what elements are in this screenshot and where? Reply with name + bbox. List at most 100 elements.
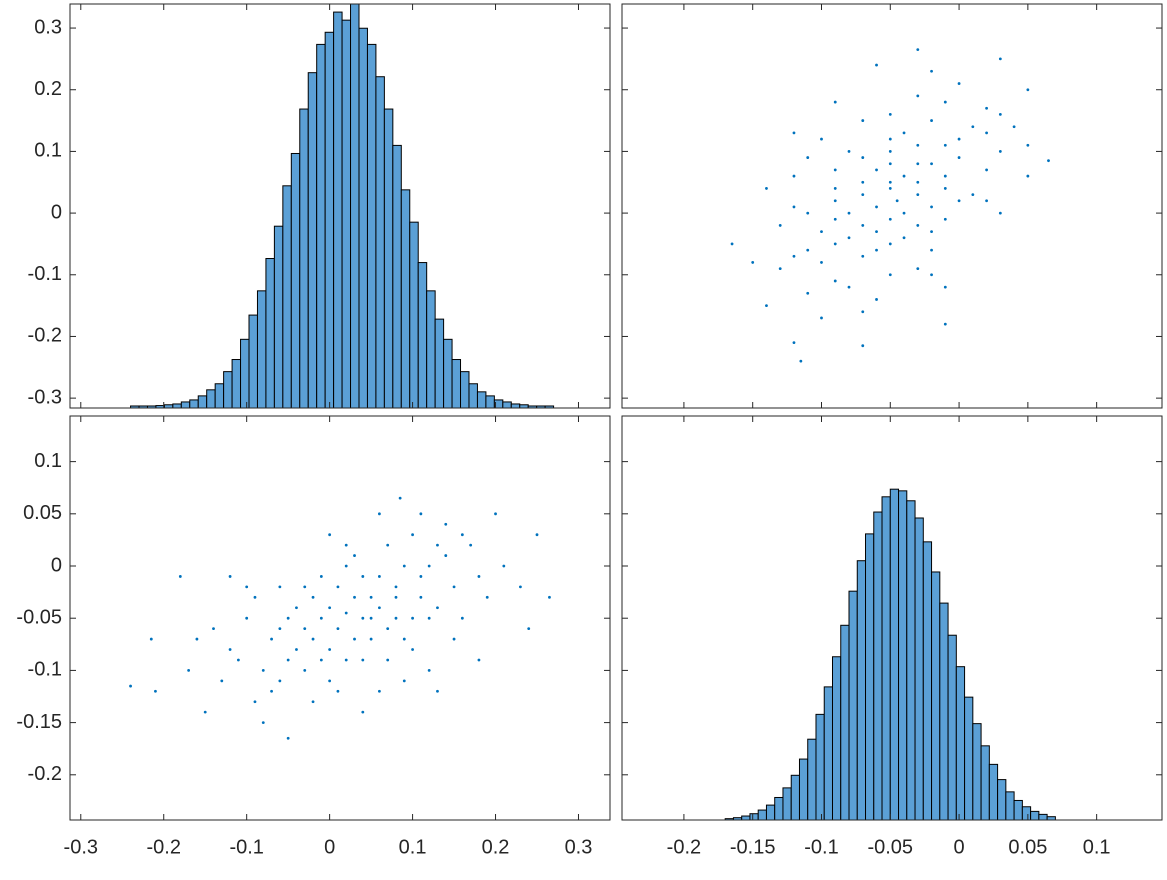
scatter-point (875, 248, 878, 252)
scatter-point (930, 69, 933, 73)
histogram-bar (172, 403, 182, 409)
scatter-point (436, 689, 439, 693)
scatter-point (861, 254, 865, 258)
histogram-bar (392, 144, 402, 409)
x-tick-label: -0.15 (730, 836, 776, 858)
scatter-point (902, 174, 906, 178)
scatter-point (369, 616, 373, 620)
histogram-bar (409, 221, 419, 409)
scatter-point (916, 267, 920, 271)
scatter-point (806, 291, 810, 295)
y-tick-label: -0.05 (16, 606, 62, 628)
scatter-point (971, 193, 975, 196)
histogram-bar (873, 511, 883, 821)
scatter-point (820, 316, 823, 320)
scatter-point (998, 211, 1002, 215)
scatter-point (916, 193, 920, 196)
scatter-point (902, 131, 906, 135)
x-tick-label: 0.1 (399, 836, 427, 858)
scatter-point (888, 150, 892, 153)
histogram-bar (988, 763, 999, 821)
histogram-bar (931, 571, 941, 821)
scatter-point (792, 254, 796, 258)
histogram-bar (815, 713, 825, 821)
histogram-bar (375, 76, 385, 409)
y-tick-label: -0.15 (16, 711, 62, 733)
scatter-point (943, 174, 947, 178)
y-tick-label: 0.2 (34, 78, 62, 100)
scatter-point (477, 575, 481, 578)
scatter-point (154, 689, 157, 693)
scatter-point (278, 627, 282, 631)
scatter-point (730, 242, 734, 246)
scatter-point (286, 616, 290, 620)
histogram-bar (741, 815, 751, 821)
scatter-point (985, 106, 988, 110)
scatter-point (861, 224, 865, 227)
histogram-bar (451, 359, 462, 409)
histogram-bar (240, 338, 250, 409)
y-tick-label: -0.2 (28, 325, 62, 347)
scatter-point (319, 658, 323, 662)
histogram-bar (807, 738, 817, 821)
scatter-point (916, 143, 920, 147)
scatter-point (833, 100, 837, 104)
scatter-point (833, 242, 837, 246)
scatter-point (328, 606, 332, 610)
scatter-point (548, 595, 551, 599)
histogram-bar (1013, 799, 1023, 821)
plot-background (70, 416, 610, 820)
histogram-bar (400, 189, 411, 409)
scatter-point (261, 669, 265, 672)
histogram-bar (443, 338, 453, 409)
y-tick-label: 0.1 (34, 450, 62, 472)
scatter-point (203, 710, 207, 714)
histogram-bar (273, 225, 284, 409)
y-tick-label: 0.05 (23, 502, 62, 524)
histogram-bar (426, 290, 436, 409)
histogram-bar (350, 3, 360, 409)
scatter-point (888, 113, 892, 116)
histogram-bar (831, 656, 842, 821)
y-tick-label: -0.1 (28, 659, 62, 681)
y-tick-label: 0 (51, 554, 62, 576)
scatter-point (847, 236, 851, 240)
scatter-point (833, 217, 837, 221)
scatter-point (943, 143, 947, 147)
scatter-point (311, 637, 315, 641)
histogram-bar (417, 262, 428, 409)
scatter-point (303, 669, 307, 672)
x-tick-label: 0.1 (1083, 836, 1111, 858)
scatter-point (220, 679, 224, 683)
histogram-bar (299, 108, 309, 409)
scatter-point (344, 611, 348, 615)
scatter-point (460, 533, 464, 537)
scatter-point (985, 168, 988, 172)
scatter-point (195, 637, 199, 641)
scatter-point (278, 585, 282, 589)
x-tick-label: 0.3 (565, 836, 593, 858)
scatter-point (361, 658, 365, 662)
scatter-point (411, 616, 414, 620)
scatter-point (1012, 125, 1016, 129)
scatter-point (286, 658, 290, 662)
scatter-point (369, 637, 373, 641)
scatter-point (386, 627, 390, 631)
y-tick-label: -0.3 (28, 386, 62, 408)
scatter-point (902, 236, 906, 240)
x-tick-label: -0.05 (867, 836, 913, 858)
scatter-point (943, 187, 947, 190)
scatter-point (1026, 88, 1030, 92)
scatter-point (943, 285, 947, 289)
scatter-point (792, 205, 796, 209)
scatter-point (386, 543, 390, 547)
histogram-bar (1030, 810, 1040, 821)
scatter-point (303, 627, 307, 631)
histogram-bar (324, 31, 335, 409)
histogram-bar (206, 389, 216, 409)
scatter-point (187, 669, 191, 672)
scatter-point (270, 637, 273, 641)
scatter-point (452, 637, 456, 641)
scatter-point (378, 689, 381, 693)
